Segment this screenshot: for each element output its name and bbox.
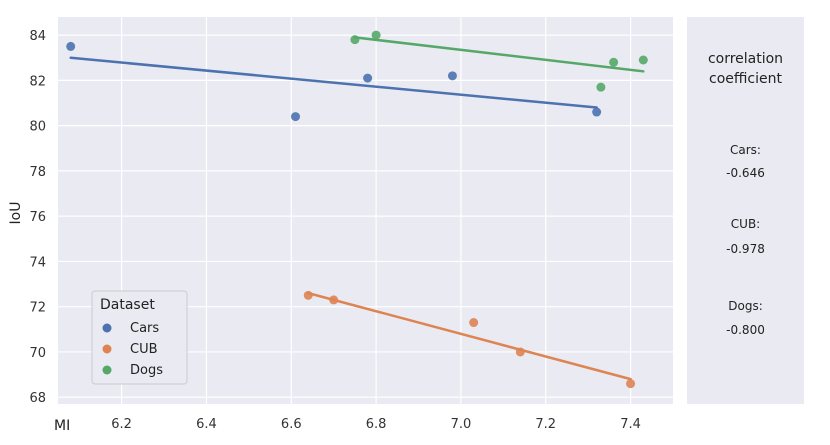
x-tick-label: 7.0	[451, 417, 472, 432]
point-cars	[66, 41, 76, 51]
x-axis-title: MI	[54, 418, 70, 434]
legend-title: Dataset	[100, 297, 155, 313]
legend-label-cars: Cars	[130, 321, 159, 336]
point-cub	[515, 347, 525, 357]
y-tick-label: 84	[29, 29, 46, 44]
legend-label-dogs: Dogs	[130, 363, 163, 378]
x-tick-label: 7.2	[535, 417, 556, 432]
fit-line-cub	[306, 291, 632, 381]
correlation-value-dogs: -0.800	[726, 323, 765, 337]
y-tick-label: 82	[29, 74, 46, 89]
correlation-label-cub: CUB:	[730, 217, 761, 231]
point-cars	[363, 73, 373, 83]
correlation-panel: correlation coefficient Cars: -0.646 CUB…	[687, 17, 804, 404]
point-cars	[291, 112, 301, 122]
legend-marker-cars	[102, 323, 112, 333]
x-tick-label: 6.6	[281, 417, 302, 432]
y-tick-label: 72	[29, 301, 46, 316]
legend-marker-dogs	[102, 365, 112, 375]
y-tick-label: 74	[29, 255, 46, 270]
data-points	[66, 30, 648, 389]
point-cub	[303, 290, 313, 300]
x-tick-label: 7.4	[620, 417, 641, 432]
point-cars	[592, 107, 602, 117]
fit-line-cars	[69, 56, 598, 109]
tick-labels: 6.2 6.4 6.6 6.8 7.0 7.2 7.4 68 70 72 74 76 78 80 82 84	[29, 29, 640, 432]
point-dogs	[350, 35, 360, 45]
point-cub	[626, 379, 636, 389]
y-tick-label: 68	[29, 391, 46, 406]
point-cub	[329, 295, 339, 305]
correlation-panel-title: correlation coefficient	[707, 51, 784, 87]
x-tick-label: 6.8	[366, 417, 387, 432]
point-dogs	[596, 82, 606, 92]
legend-marker-cub	[102, 344, 112, 354]
y-tick-label: 80	[29, 120, 46, 135]
x-tick-label: 6.4	[196, 417, 217, 432]
point-cub	[469, 318, 479, 328]
legend-label-cub: CUB	[130, 342, 158, 357]
correlation-label-dogs: Dogs:	[728, 299, 763, 313]
legend-box	[91, 290, 188, 385]
point-dogs	[609, 57, 619, 67]
legend: Dataset Cars CUB Dogs	[91, 290, 188, 385]
y-tick-label: 78	[29, 165, 46, 180]
y-tick-label: 70	[29, 346, 46, 361]
correlation-value-cub: -0.978	[726, 242, 765, 256]
fit-line-dogs	[353, 36, 645, 73]
point-cars	[447, 71, 457, 81]
y-tick-label: 76	[29, 210, 46, 225]
regression-lines	[69, 36, 645, 381]
point-dogs	[638, 55, 648, 65]
correlation-label-cars: Cars:	[730, 143, 761, 157]
point-dogs	[371, 30, 381, 40]
correlation-value-cars: -0.646	[726, 166, 765, 180]
y-axis-title: IoU	[8, 202, 24, 225]
x-tick-label: 6.2	[111, 417, 132, 432]
